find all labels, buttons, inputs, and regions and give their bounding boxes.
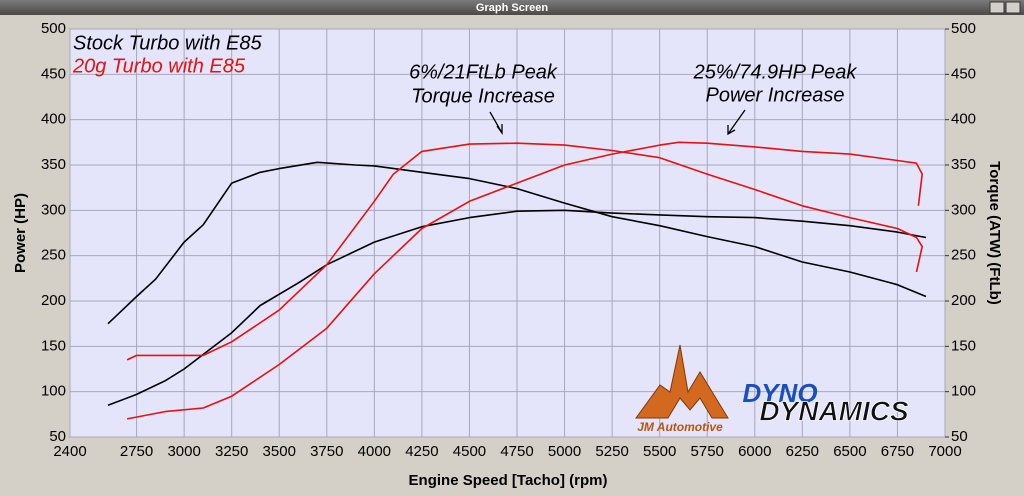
x-tick-label: 7000 — [928, 443, 961, 460]
x-tick-label: 5500 — [643, 443, 676, 460]
lines — [107, 141, 927, 420]
title-bar — [0, 0, 1024, 15]
torque-line — [126, 142, 923, 361]
logo-brand-bottom: DYNAMICS — [759, 395, 909, 426]
power-line — [107, 209, 927, 407]
y-tick-label: 300 — [41, 201, 66, 218]
y2-tick-label: 350 — [951, 156, 976, 173]
y-tick-label: 100 — [41, 383, 66, 400]
y2-tick-label: 100 — [951, 383, 976, 400]
legend-entry: Stock Turbo with E85 — [73, 32, 262, 54]
y-tick-label: 400 — [41, 111, 66, 128]
y2-tick-label: 450 — [951, 65, 976, 82]
y-tick-label: 500 — [41, 20, 66, 37]
x-tick-label: 6500 — [833, 443, 866, 460]
x-tick-label: 4500 — [453, 443, 486, 460]
annotation-arrow — [727, 109, 746, 136]
x-tick-label: 3500 — [263, 443, 296, 460]
x-tick-label: 3000 — [167, 443, 200, 460]
annotation: Torque Increase — [411, 85, 555, 107]
y2-tick-label: 250 — [951, 247, 976, 264]
x-tick-label: 6000 — [738, 443, 771, 460]
logo: JM Automotive DYNO DYNAMICS — [635, 344, 909, 434]
torque-line — [107, 161, 927, 325]
y2-axis-title: Torque (ATW) (FtLb) — [986, 161, 1003, 305]
plot-area — [69, 28, 946, 438]
x-tick-label: 5750 — [691, 443, 724, 460]
y2-tick-label: 500 — [951, 20, 976, 37]
restore-button[interactable] — [989, 1, 1005, 14]
y-tick-label: 150 — [41, 337, 66, 354]
annotation: Power Increase — [706, 84, 845, 106]
x-tick-label: 5250 — [595, 443, 628, 460]
y2-tick-label: 50 — [951, 428, 968, 445]
x-tick-label: 4250 — [405, 443, 438, 460]
y2-tick-label: 150 — [951, 337, 976, 354]
annotation-arrow — [489, 111, 503, 136]
y-tick-label: 50 — [49, 428, 66, 445]
y-axis-title: Power (HP) — [12, 193, 29, 273]
x-tick-label: 5000 — [548, 443, 581, 460]
x-tick-label: 4750 — [500, 443, 533, 460]
logo-mark — [635, 344, 729, 419]
x-tick-label: 3750 — [310, 443, 343, 460]
y-tick-label: 450 — [41, 65, 66, 82]
annotation: 25%/74.9HP Peak — [693, 61, 858, 83]
y2-tick-label: 200 — [951, 292, 976, 309]
y-tick-label: 200 — [41, 292, 66, 309]
annotation: 6%/21FtLb Peak — [409, 61, 558, 83]
y2-tick-label: 400 — [951, 111, 976, 128]
x-tick-label: 6750 — [881, 443, 914, 460]
power-line — [126, 141, 923, 420]
x-tick-label: 4000 — [358, 443, 391, 460]
x-tick-label: 6250 — [786, 443, 819, 460]
y-tick-label: 250 — [41, 247, 66, 264]
y-tick-label: 350 — [41, 156, 66, 173]
logo-company: JM Automotive — [637, 420, 723, 434]
logo-brand-top: DYNO — [742, 378, 817, 408]
x-tick-label: 3250 — [215, 443, 248, 460]
x-tick-label: 2400 — [53, 443, 86, 460]
close-button[interactable] — [1005, 1, 1021, 14]
legend-entry: 20g Turbo with E85 — [72, 55, 246, 77]
x-tick-label: 2750 — [120, 443, 153, 460]
x-axis-title: Engine Speed [Tacho] (rpm) — [409, 472, 608, 489]
window-title: Graph Screen — [476, 2, 548, 14]
grid — [69, 28, 946, 438]
y2-tick-label: 300 — [951, 201, 976, 218]
